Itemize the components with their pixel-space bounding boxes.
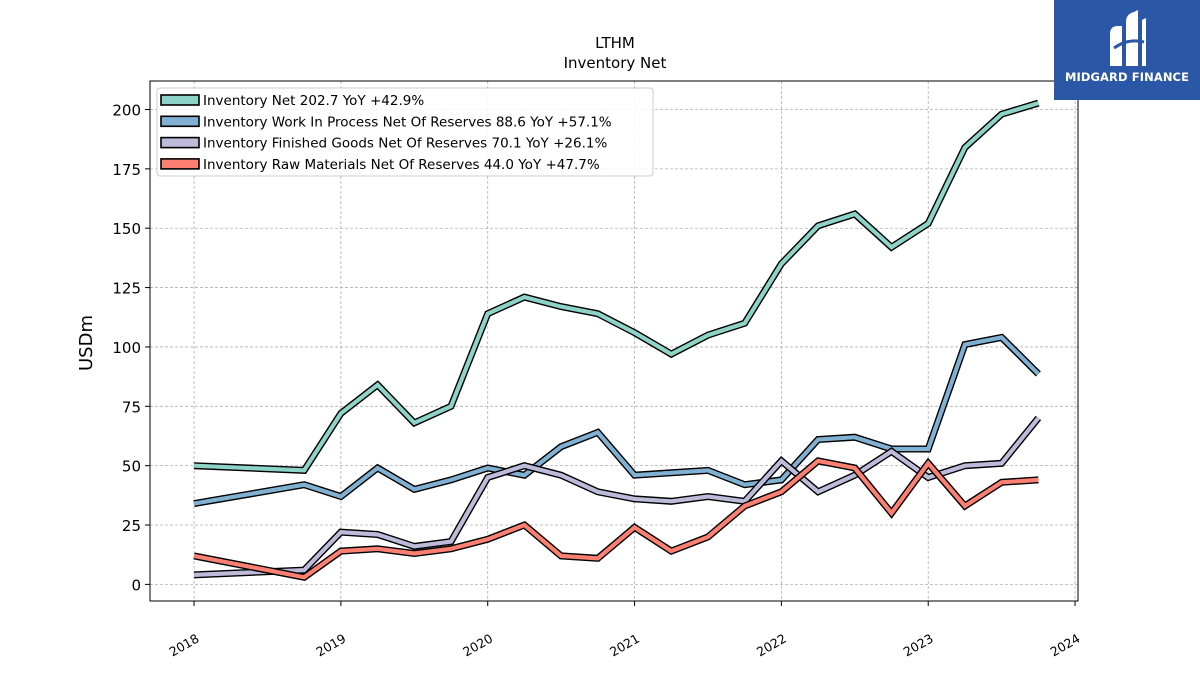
y-tick-label: 50: [122, 458, 141, 476]
series-2: [193, 333, 1041, 508]
legend-label: Inventory Work In Process Net Of Reserve…: [203, 114, 612, 130]
series-line: [193, 458, 1039, 580]
chart-title: LTHM: [595, 34, 635, 52]
y-tick-label: 150: [112, 220, 141, 238]
plot-area-frame: [149, 80, 1079, 602]
series-line: [194, 416, 1041, 577]
legend-label: Inventory Raw Materials Net Of Reserves …: [203, 157, 600, 173]
x-tick-label: 2023: [901, 631, 936, 660]
y-axis: 0 25 50 75 100 125 150 175 200: [112, 101, 150, 594]
x-tick-label: 2024: [1048, 631, 1083, 660]
legend-item: Inventory Work In Process Net Of Reserve…: [160, 114, 612, 130]
y-tick-label: 75: [122, 398, 141, 416]
legend-item: Inventory Raw Materials Net Of Reserves …: [160, 157, 600, 173]
brand-name: MIDGARD FINANCE: [1064, 70, 1190, 84]
y-tick-label: 100: [112, 339, 141, 357]
series-line: [193, 335, 1040, 506]
series-lines: [193, 99, 1042, 582]
legend-item: Inventory Net 202.7 YoY +42.9%: [160, 93, 424, 109]
legend-label: Inventory Finished Goods Net Of Reserves…: [203, 136, 607, 152]
series-4: [193, 457, 1039, 582]
x-tick-label: 2019: [313, 631, 348, 660]
chart-subtitle: Inventory Net: [564, 54, 667, 72]
x-tick-label: 2018: [167, 631, 202, 660]
x-axis: 2018 2019 2020 2021 2022 2023 2024: [167, 601, 1083, 660]
legend-swatch: [160, 158, 200, 170]
series-1: [193, 99, 1040, 474]
legend-label: Inventory Net 202.7 YoY +42.9%: [203, 93, 424, 109]
y-tick-label: 25: [122, 517, 141, 535]
y-tick-label: 0: [131, 576, 141, 594]
x-tick-label: 2022: [754, 631, 789, 660]
y-tick-label: 175: [112, 161, 141, 179]
y-tick-label: 200: [112, 101, 141, 119]
y-tick-label: 125: [112, 280, 141, 298]
legend-swatch: [160, 115, 200, 128]
midgard-logo-icon: [1110, 10, 1146, 66]
series-3: [193, 415, 1042, 579]
legend-item: Inventory Finished Goods Net Of Reserves…: [160, 136, 607, 152]
legend: Inventory Net 202.7 YoY +42.9% Inventory …: [156, 87, 654, 177]
series-line: [194, 101, 1040, 473]
series-line-outline: [193, 333, 1041, 508]
legend-swatch: [160, 136, 200, 149]
legend-swatch: [160, 94, 200, 106]
x-tick-label: 2020: [460, 631, 495, 660]
x-tick-label: 2021: [607, 631, 642, 660]
legend-box: [156, 87, 654, 177]
series-line-outline: [193, 457, 1039, 582]
brand-logo: MIDGARD FINANCE: [1054, 0, 1200, 100]
y-axis-label: USDm: [76, 315, 97, 371]
